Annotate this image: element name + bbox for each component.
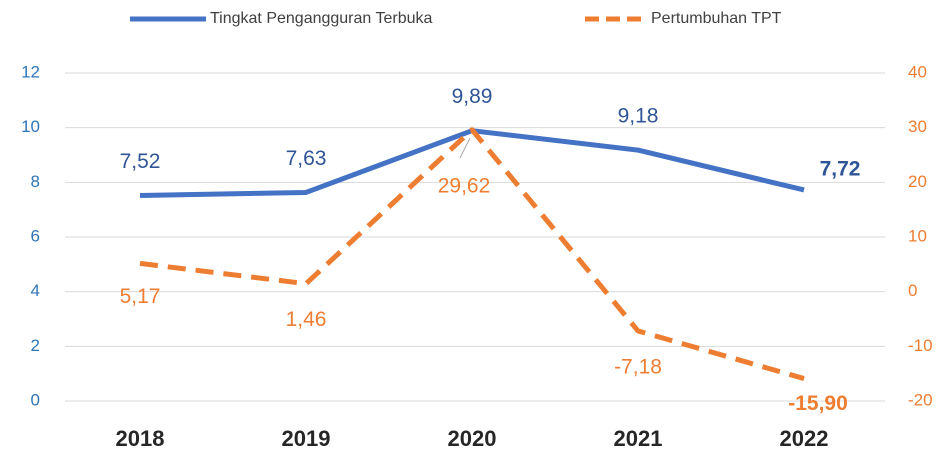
y-tick-label: 12 (21, 62, 40, 81)
y2-tick-label: -20 (908, 390, 933, 409)
data-label: -15,90 (788, 392, 848, 415)
data-label: 9,18 (618, 105, 659, 128)
x-tick-label: 2022 (780, 426, 829, 451)
y2-tick-label: 40 (908, 62, 927, 81)
y-tick-label: 10 (21, 117, 40, 136)
data-label: 29,62 (438, 174, 491, 197)
x-tick-label: 2021 (614, 426, 663, 451)
data-label: 7,63 (286, 147, 327, 170)
y2-tick-label: 0 (908, 281, 917, 300)
data-label: 1,46 (286, 308, 327, 331)
y2-tick-label: -10 (908, 336, 933, 355)
x-tick-label: 2019 (282, 426, 331, 451)
leader-line (459, 137, 471, 159)
y2-tick-label: 30 (908, 117, 927, 136)
legend-label: Pertumbuhan TPT (651, 10, 782, 27)
data-label: 9,89 (452, 85, 493, 108)
y-tick-label: 8 (31, 172, 40, 191)
data-label: -7,18 (614, 355, 662, 378)
y-tick-label: 4 (31, 281, 40, 300)
data-label: 7,72 (820, 158, 861, 181)
series-line (139, 127, 805, 381)
x-tick-label: 2020 (448, 426, 497, 451)
x-tick-label: 2018 (116, 426, 165, 451)
y2-tick-label: 10 (908, 226, 927, 245)
y-tick-label: 2 (31, 336, 40, 355)
y-tick-label: 6 (31, 226, 40, 245)
legend-label: Tingkat Pengangguran Terbuka (210, 10, 432, 27)
data-label: 7,52 (120, 150, 161, 173)
data-label: 5,17 (120, 285, 161, 308)
y-tick-label: 0 (31, 390, 40, 409)
y2-tick-label: 20 (908, 172, 927, 191)
